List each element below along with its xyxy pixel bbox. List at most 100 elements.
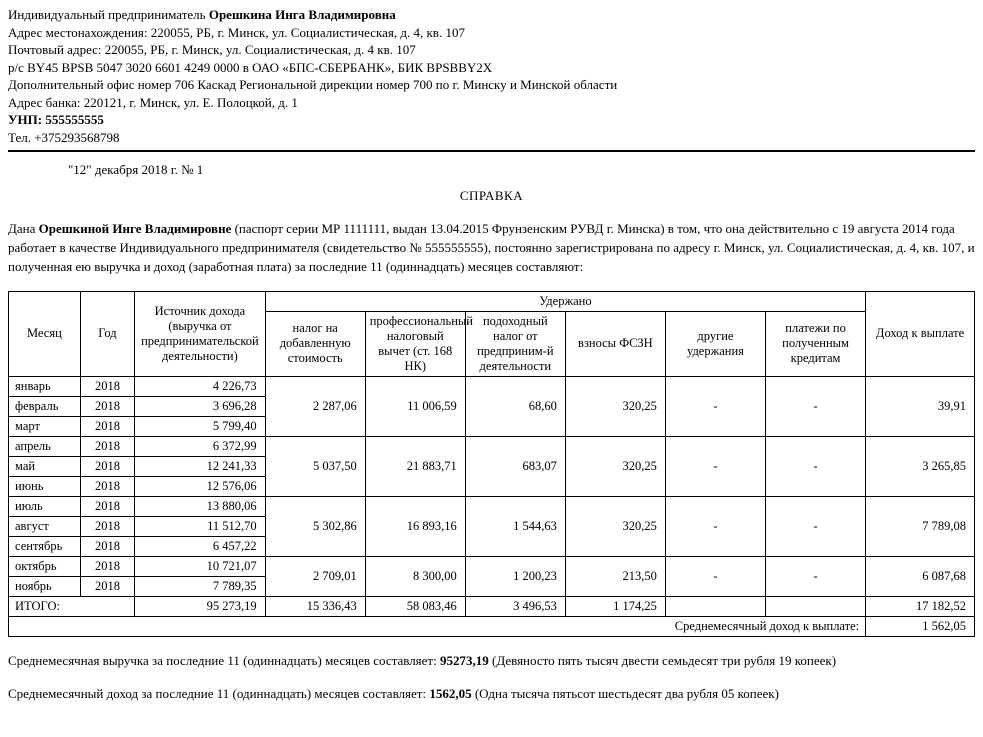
table-cell: 6 372,99 — [135, 436, 266, 456]
table-row: апрель20186 372,995 037,5021 883,71683,0… — [9, 436, 975, 456]
header-addr-loc: Адрес местонахождения: 220055, РБ, г. Ми… — [8, 24, 975, 42]
table-cell: 320,25 — [565, 436, 665, 496]
table-cell: 1 200,23 — [465, 556, 565, 596]
table-cell — [765, 596, 865, 616]
th-w5: другие удержания — [665, 311, 765, 376]
table-cell: март — [9, 416, 81, 436]
table-cell: август — [9, 516, 81, 536]
table-cell: ИТОГО: — [9, 596, 135, 616]
table-cell: 2018 — [80, 456, 134, 476]
table-cell: июнь — [9, 476, 81, 496]
th-w1: налог на добавленную стоимость — [265, 311, 365, 376]
table-cell: ноябрь — [9, 576, 81, 596]
table-cell: - — [765, 496, 865, 556]
header-unp: УНП: 555555555 — [8, 111, 975, 129]
table-cell: 320,25 — [565, 376, 665, 436]
header-tel: Тел. +375293568798 — [8, 129, 975, 147]
footer-line-1: Среднемесячная выручка за последние 11 (… — [8, 651, 975, 671]
footer1-b: 95273,19 — [440, 653, 489, 668]
table-cell: 58 083,46 — [365, 596, 465, 616]
table-cell: июль — [9, 496, 81, 516]
table-cell: 2018 — [80, 516, 134, 536]
table-cell: май — [9, 456, 81, 476]
table-cell: 11 006,59 — [365, 376, 465, 436]
table-cell: 68,60 — [465, 376, 565, 436]
th-w2: профессиональный налоговый вычет (ст. 16… — [365, 311, 465, 376]
table-cell: 3 496,53 — [465, 596, 565, 616]
table-cell: 2018 — [80, 436, 134, 456]
table-cell: - — [665, 436, 765, 496]
table-cell: 12 576,06 — [135, 476, 266, 496]
table-cell: 1 544,63 — [465, 496, 565, 556]
table-cell: 2 709,01 — [265, 556, 365, 596]
table-cell: 2 287,06 — [265, 376, 365, 436]
table-cell: 7 789,35 — [135, 576, 266, 596]
table-cell: 2018 — [80, 576, 134, 596]
footer-line-2: Среднемесячный доход за последние 11 (од… — [8, 684, 975, 704]
th-month: Месяц — [9, 291, 81, 376]
th-withheld: Удержано — [265, 291, 865, 311]
table-cell: 5 799,40 — [135, 416, 266, 436]
table-cell: 2018 — [80, 396, 134, 416]
footer1-c: (Девяносто пять тысяч двести семьдесят т… — [489, 653, 836, 668]
table-cell: 5 037,50 — [265, 436, 365, 496]
body-prefix: Дана — [8, 221, 39, 236]
ip-name: Орешкина Инга Владимировна — [209, 7, 396, 22]
table-cell: 320,25 — [565, 496, 665, 556]
table-cell: Среднемесячный доход к выплате: — [9, 616, 866, 636]
table-cell: 6 457,22 — [135, 536, 266, 556]
table-row: июль201813 880,065 302,8616 893,161 544,… — [9, 496, 975, 516]
table-cell: 6 087,68 — [866, 556, 975, 596]
table-body: январь20184 226,732 287,0611 006,5968,60… — [9, 376, 975, 636]
table-cell: январь — [9, 376, 81, 396]
table-cell: 213,50 — [565, 556, 665, 596]
table-cell: 13 880,06 — [135, 496, 266, 516]
doc-title: СПРАВКА — [8, 188, 975, 204]
table-cell: 2018 — [80, 556, 134, 576]
table-row-totals: ИТОГО:95 273,1915 336,4358 083,463 496,5… — [9, 596, 975, 616]
table-cell: 39,91 — [866, 376, 975, 436]
th-payout: Доход к выплате — [866, 291, 975, 376]
table-cell: 16 893,16 — [365, 496, 465, 556]
table-cell: 2018 — [80, 496, 134, 516]
table-row: январь20184 226,732 287,0611 006,5968,60… — [9, 376, 975, 396]
table-cell: 11 512,70 — [135, 516, 266, 536]
header-bank-addr: Адрес банка: 220121, г. Минск, ул. Е. По… — [8, 94, 975, 112]
table-cell: 2018 — [80, 536, 134, 556]
table-cell: - — [765, 556, 865, 596]
income-table: Месяц Год Источник дохода (выручка от пр… — [8, 291, 975, 637]
table-cell: 21 883,71 — [365, 436, 465, 496]
table-cell: 2018 — [80, 476, 134, 496]
table-cell: - — [665, 376, 765, 436]
footer2-a: Среднемесячный доход за последние 11 (од… — [8, 686, 429, 701]
body-name: Орешкиной Инге Владимировне — [39, 221, 232, 236]
table-cell: 17 182,52 — [866, 596, 975, 616]
table-row: октябрь201810 721,072 709,018 300,001 20… — [9, 556, 975, 576]
table-cell: сентябрь — [9, 536, 81, 556]
footer2-c: (Одна тысяча пятьсот шестьдесят два рубл… — [472, 686, 779, 701]
table-cell: - — [765, 436, 865, 496]
table-cell: 15 336,43 — [265, 596, 365, 616]
table-cell: 95 273,19 — [135, 596, 266, 616]
table-cell: 8 300,00 — [365, 556, 465, 596]
footer1-a: Среднемесячная выручка за последние 11 (… — [8, 653, 440, 668]
th-w4: взносы ФСЗН — [565, 311, 665, 376]
table-cell: 1 562,05 — [866, 616, 975, 636]
table-cell: 2018 — [80, 376, 134, 396]
table-row-average: Среднемесячный доход к выплате:1 562,05 — [9, 616, 975, 636]
table-cell: - — [665, 556, 765, 596]
table-cell: 10 721,07 — [135, 556, 266, 576]
header-addr-post: Почтовый адрес: 220055, РБ, г. Минск, ул… — [8, 41, 975, 59]
table-cell: 3 265,85 — [866, 436, 975, 496]
date-number-line: "12" декабря 2018 г. № 1 — [68, 162, 975, 178]
header-bank-acc: р/с BY45 BPSB 5047 3020 6601 4249 0000 в… — [8, 59, 975, 77]
header-bank-office: Дополнительный офис номер 706 Каскад Рег… — [8, 76, 975, 94]
table-cell: 3 696,28 — [135, 396, 266, 416]
table-cell: 2018 — [80, 416, 134, 436]
table-cell — [665, 596, 765, 616]
table-cell: - — [765, 376, 865, 436]
table-cell: апрель — [9, 436, 81, 456]
table-cell: 683,07 — [465, 436, 565, 496]
ip-prefix: Индивидуальный предприниматель — [8, 7, 209, 22]
footer2-b: 1562,05 — [429, 686, 471, 701]
